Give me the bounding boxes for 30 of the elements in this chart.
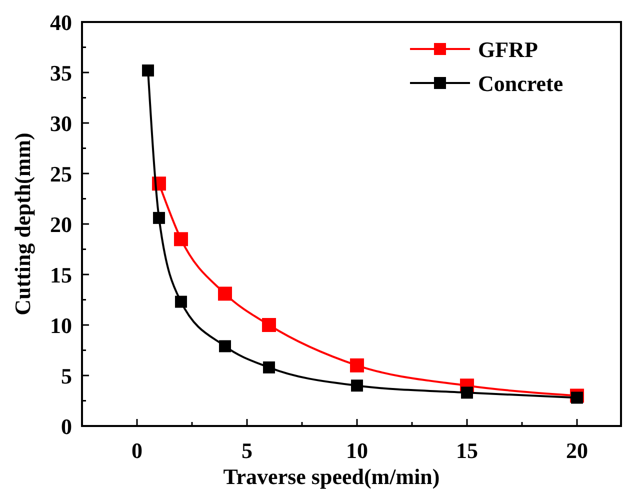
point: [263, 361, 275, 374]
point: [262, 318, 276, 332]
y-axis-title: Cutting depth(mm): [10, 132, 35, 316]
legend-label: GFRP: [478, 37, 538, 62]
y-tick-label: 25: [50, 162, 72, 186]
point: [461, 386, 473, 399]
y-tick-label: 30: [50, 111, 72, 136]
x-tick-label: 5: [242, 438, 252, 463]
point: [350, 358, 364, 372]
x-tick-label: 0: [132, 438, 142, 463]
point: [351, 380, 363, 392]
y-tick-label: 20: [50, 212, 72, 237]
y-tick-label: 10: [50, 313, 72, 338]
point: [175, 296, 187, 308]
legend-label: Concrete: [478, 71, 564, 96]
point: [153, 212, 165, 224]
x-tick-label: 15: [456, 438, 478, 463]
y-tick-label: 35: [50, 60, 72, 86]
y-tick-label: 0: [61, 414, 72, 439]
point: [218, 286, 232, 301]
point: [219, 340, 231, 352]
y-tick-label: 5: [61, 364, 72, 388]
x-tick-label: 10: [346, 438, 368, 463]
x-axis-title: Traverse speed(m/min): [223, 464, 440, 489]
y-tick-label: 40: [50, 10, 72, 35]
point: [571, 392, 583, 404]
x-tick-label: 20: [566, 438, 588, 463]
y-tick-label: 15: [50, 262, 72, 288]
point: [142, 64, 154, 76]
point: [174, 232, 188, 246]
